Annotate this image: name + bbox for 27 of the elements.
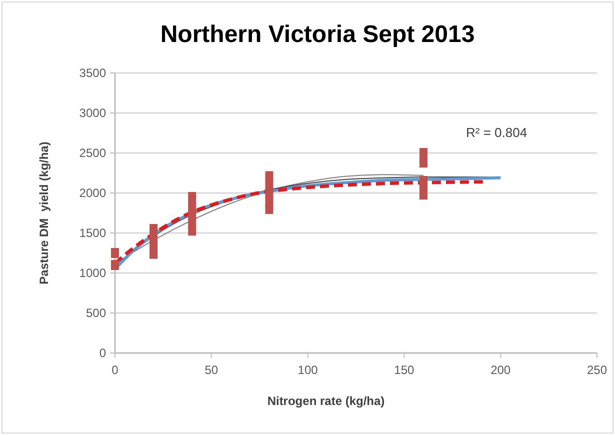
point [419, 148, 428, 158]
y-tick-label: 0 [99, 346, 106, 360]
x-tick-label: 0 [112, 363, 119, 377]
point [419, 158, 428, 168]
x-tick-label: 200 [490, 363, 511, 377]
y-axis-title: Pasture DM yield (kg/ha) [37, 142, 51, 284]
annotation: R² = 0.804 [466, 125, 528, 140]
y-tick-label: 500 [86, 306, 106, 320]
point [265, 171, 274, 182]
point [188, 192, 196, 202]
point [419, 176, 428, 186]
point [111, 260, 119, 270]
y-tick-label: 2000 [79, 186, 106, 200]
y-tick-label: 2500 [79, 146, 106, 160]
y-tick-label: 1500 [79, 226, 106, 240]
x-tick-label: 100 [298, 363, 318, 377]
x-tick-label: 50 [204, 363, 218, 377]
y-tick-label: 3000 [79, 106, 106, 120]
point [150, 248, 158, 259]
x-tick-label: 250 [586, 363, 608, 377]
point [111, 248, 119, 258]
x-tick-label: 150 [394, 363, 415, 377]
x-axis-title: Nitrogen rate (kg/ha) [267, 394, 385, 408]
y-tick-label: 1000 [79, 266, 106, 280]
y-tick-label: 3500 [79, 66, 106, 80]
point [150, 224, 158, 234]
chart-title: Northern Victoria Sept 2013 [160, 21, 475, 48]
